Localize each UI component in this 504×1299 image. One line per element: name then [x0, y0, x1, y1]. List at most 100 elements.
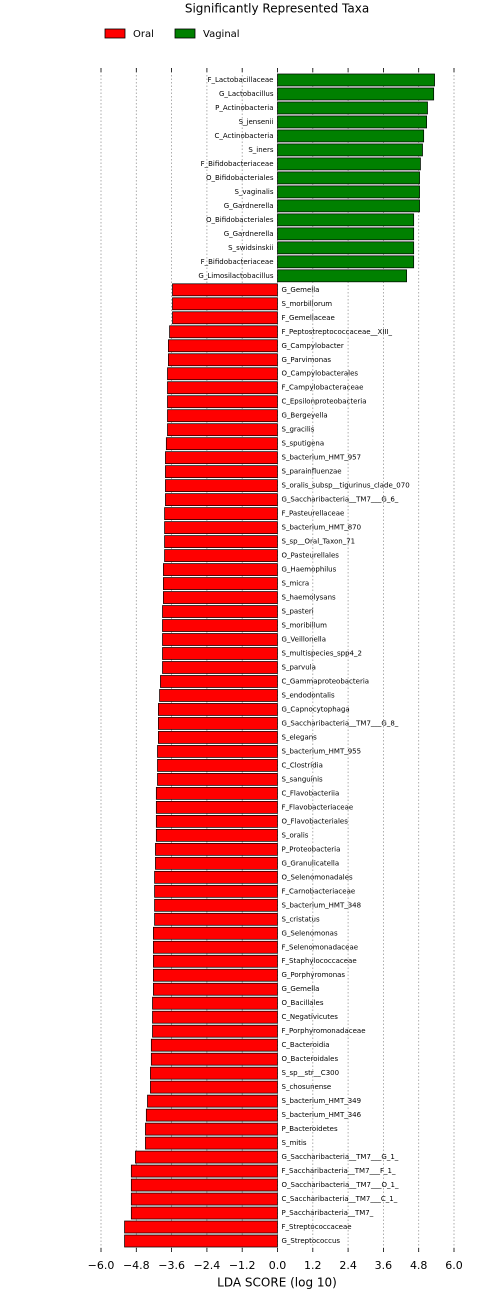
category-label: S_elegans — [282, 733, 318, 741]
category-label: C_Saccharibacteria__TM7___C_1_ — [282, 1195, 398, 1203]
category-label: S_sanguinis — [282, 775, 324, 783]
category-label: O_Selenomonadales — [282, 873, 354, 881]
x-tick-label: −2.4 — [194, 1259, 221, 1272]
bar — [145, 1108, 278, 1122]
x-tick-label: −4.8 — [123, 1259, 150, 1272]
category-label: S_gracilis — [282, 426, 315, 434]
category-label: S_parvula — [282, 663, 316, 671]
category-label: S_pasteri — [282, 608, 314, 616]
x-tick-label: 2.4 — [339, 1259, 357, 1272]
bar — [277, 185, 420, 199]
bar — [124, 1220, 278, 1234]
category-label: S_bacterium_HMT_957 — [282, 454, 362, 462]
category-label: G_Campylobacter — [282, 342, 344, 350]
bar — [154, 898, 278, 912]
bar — [277, 227, 415, 241]
bar — [158, 703, 278, 716]
category-label: F_Streptococcaceae — [282, 1223, 352, 1231]
bar — [164, 535, 278, 548]
legend-label: Vaginal — [203, 29, 240, 40]
bar — [164, 549, 278, 562]
category-label: S_multispecies_spp4_2 — [282, 650, 362, 658]
x-tick-label: 1.2 — [304, 1259, 322, 1272]
x-tick-label: 0.0 — [269, 1259, 287, 1272]
bar — [165, 493, 278, 507]
category-label: F_Staphylococcaceae — [282, 957, 357, 965]
category-label: S_swidsinskii — [228, 244, 273, 252]
category-label: S_oralis_subsp__tigurinus_clade_070 — [282, 482, 410, 490]
category-label: C_Actinobacteria — [214, 132, 273, 140]
bar — [130, 1206, 278, 1220]
category-label: C_Negativicutes — [282, 1013, 339, 1021]
category-label: S_iners — [248, 146, 274, 154]
category-label: O_Bifidobacteriales — [206, 216, 274, 224]
category-label: G_Porphyromonas — [282, 971, 346, 979]
category-label: O_Bacteroidales — [282, 1055, 339, 1063]
category-label: F_Peptostreptococcaceae__XIII_ — [282, 328, 393, 336]
bar — [169, 325, 278, 339]
bar — [147, 1094, 278, 1108]
category-label: G_Lactobacillus — [219, 90, 274, 98]
legend-label: Oral — [133, 29, 154, 40]
bar — [130, 1164, 278, 1178]
x-tick-label: 6.0 — [445, 1259, 463, 1272]
x-tick-label: 4.8 — [410, 1259, 428, 1272]
bar — [152, 1024, 278, 1038]
bar — [164, 507, 278, 520]
category-label: G_Veillonella — [282, 636, 327, 644]
category-label: C_Epsilonproteobacteria — [282, 398, 367, 406]
category-label: G_Gemella — [282, 286, 320, 294]
category-label: O_Pasteurellales — [282, 552, 340, 560]
bar — [277, 129, 425, 143]
bar — [155, 787, 278, 800]
bar — [167, 395, 278, 409]
bar — [163, 591, 278, 604]
category-label: S_jensenii — [239, 118, 274, 126]
bar — [277, 213, 415, 227]
bar — [153, 954, 278, 968]
bar — [172, 283, 278, 297]
category-label: S_morbillorum — [282, 300, 333, 308]
bar — [150, 1066, 278, 1080]
bar — [145, 1122, 278, 1136]
category-label: G_Capnocytophaga — [282, 705, 350, 713]
bar — [158, 717, 278, 730]
bar — [150, 1038, 278, 1052]
category-label: F_Lactobacillaceae — [207, 76, 273, 84]
bar — [172, 297, 278, 311]
bar — [277, 171, 420, 185]
legend-swatch — [174, 28, 196, 39]
bar — [155, 801, 278, 814]
category-label: S_parainfluenzae — [282, 468, 342, 476]
category-label: S_vaginalis — [234, 188, 273, 196]
category-label: S_bacterium_HMT_348 — [282, 901, 362, 909]
category-label: O_Bacillales — [282, 999, 324, 1007]
category-label: G_Granulicatella — [282, 859, 340, 867]
bar — [160, 675, 278, 688]
category-label: F_Gemellaceae — [282, 314, 335, 322]
bar — [152, 996, 278, 1010]
category-label: O_Bifidobacteriales — [206, 174, 274, 182]
bar — [130, 1178, 278, 1192]
x-tick-label: 3.6 — [375, 1259, 393, 1272]
category-label: F_Selenomonadaceae — [282, 943, 359, 951]
category-label: G_Saccharibacteria__TM7___G_1_ — [282, 1153, 399, 1161]
bar — [150, 1080, 278, 1094]
category-label: F_Saccharibacteria__TM7___F_1_ — [282, 1167, 396, 1175]
bar — [167, 367, 278, 381]
bar — [157, 759, 278, 772]
bar — [150, 1052, 278, 1066]
category-label: S_bacterium_HMT_955 — [282, 747, 362, 755]
bar — [277, 73, 435, 87]
bar — [277, 199, 420, 213]
bar — [162, 633, 278, 646]
bar — [163, 577, 278, 590]
category-label: O_Campylobacterales — [282, 370, 359, 378]
category-label: S_sp__Oral_Taxon_71 — [282, 538, 356, 546]
bar — [154, 912, 278, 926]
bar — [145, 1136, 278, 1150]
category-label: O_Saccharibacteria__TM7___O_1_ — [282, 1181, 399, 1189]
x-tick-label: −6.0 — [88, 1259, 115, 1272]
bar — [167, 409, 278, 423]
bar — [277, 269, 407, 283]
